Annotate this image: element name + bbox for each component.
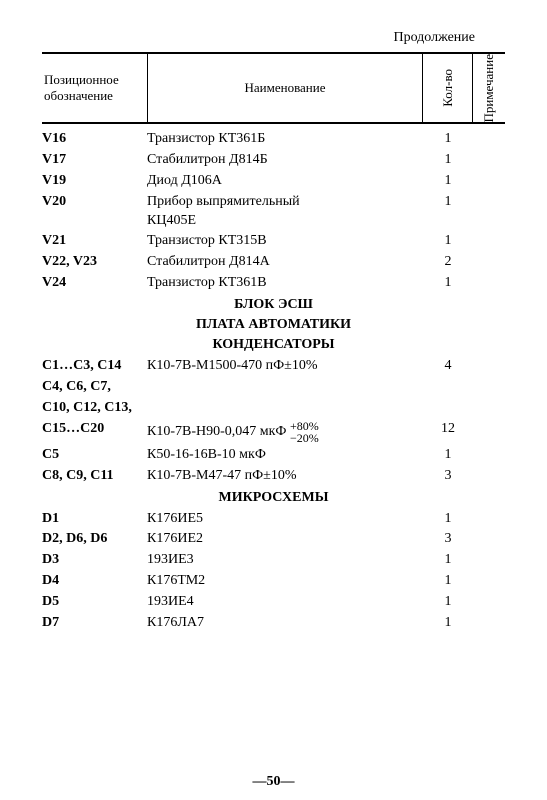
cell-position: V17 bbox=[42, 151, 147, 170]
cell-qty: 1 bbox=[423, 274, 473, 293]
cell-qty: 1 bbox=[423, 232, 473, 251]
cell-name: К176ТМ2 bbox=[147, 572, 423, 591]
table-row: D7К176ЛА71 bbox=[42, 614, 505, 633]
cell-position: С5 bbox=[42, 446, 147, 465]
cell-name: Стабилитрон Д814А bbox=[147, 253, 423, 272]
cell-qty: 1 bbox=[423, 593, 473, 612]
cell-position: С15…С20 bbox=[42, 420, 147, 439]
cell-qty: 2 bbox=[423, 253, 473, 272]
cell-qty: 1 bbox=[423, 193, 473, 212]
header-qty-text: Кол-во bbox=[440, 69, 456, 107]
cell-name: Диод Д106А bbox=[147, 172, 423, 191]
cell-position: D1 bbox=[42, 510, 147, 529]
table-row: С10, С12, С13, bbox=[42, 399, 505, 418]
cell-name: Прибор выпрямительный КЦ405Е bbox=[147, 193, 423, 231]
cell-position: D7 bbox=[42, 614, 147, 633]
table-row: С15…С20К10-7В-Н90-0,047 мкФ +80%−20%12 bbox=[42, 420, 505, 444]
tolerance-fraction: +80%−20% bbox=[290, 420, 319, 444]
table-body: V16Транзистор КТ361Б1V17Стабилитрон Д814… bbox=[42, 130, 505, 633]
table-row: V22, V23Стабилитрон Д814А2 bbox=[42, 253, 505, 272]
cell-qty: 1 bbox=[423, 572, 473, 591]
header-note-text: Примечание bbox=[481, 54, 497, 123]
cell-name: К10-7В-Н90-0,047 мкФ +80%−20% bbox=[147, 420, 423, 444]
table-row: С4, С6, С7, bbox=[42, 378, 505, 397]
cell-qty: 1 bbox=[423, 551, 473, 570]
cell-qty: 1 bbox=[423, 130, 473, 149]
table-row: С1…С3, С14К10-7В-М1500-470 пФ±10%4 bbox=[42, 357, 505, 376]
section-heading: МИКРОСХЕМЫ bbox=[42, 490, 505, 506]
section-heading: БЛОК ЭСШ bbox=[42, 297, 505, 313]
section-heading: КОНДЕНСАТОРЫ bbox=[42, 337, 505, 353]
header-position: Позиционное обозначение bbox=[42, 54, 147, 122]
table-row: V20Прибор выпрямительный КЦ405Е1 bbox=[42, 193, 505, 231]
cell-name: Транзистор КТ361Б bbox=[147, 130, 423, 149]
cell-name: К50-16-16В-10 мкФ bbox=[147, 446, 423, 465]
cell-position: V19 bbox=[42, 172, 147, 191]
cell-name: 193ИЕ4 bbox=[147, 593, 423, 612]
cell-position: V22, V23 bbox=[42, 253, 147, 272]
table-row: D4К176ТМ21 bbox=[42, 572, 505, 591]
header-qty: Кол-во bbox=[423, 54, 473, 122]
cell-position: С4, С6, С7, bbox=[42, 378, 147, 397]
cell-position: V24 bbox=[42, 274, 147, 293]
cell-qty: 4 bbox=[423, 357, 473, 376]
cell-name: К176ЛА7 bbox=[147, 614, 423, 633]
cell-position: С1…С3, С14 bbox=[42, 357, 147, 376]
cell-position: D3 bbox=[42, 551, 147, 570]
cell-position: V21 bbox=[42, 232, 147, 251]
table-row: D1К176ИЕ51 bbox=[42, 510, 505, 529]
cell-name: Транзистор КТ315В bbox=[147, 232, 423, 251]
cell-name: Стабилитрон Д814Б bbox=[147, 151, 423, 170]
cell-name: К176ИЕ5 bbox=[147, 510, 423, 529]
table-row: D3193ИЕ31 bbox=[42, 551, 505, 570]
cell-qty: 3 bbox=[423, 530, 473, 549]
table-header: Позиционное обозначение Наименование Кол… bbox=[42, 52, 505, 124]
cell-name: К176ИЕ2 bbox=[147, 530, 423, 549]
table-row: С5К50-16-16В-10 мкФ1 bbox=[42, 446, 505, 465]
cell-name: К10-7В-М1500-470 пФ±10% bbox=[147, 357, 423, 376]
cell-name: Транзистор КТ361В bbox=[147, 274, 423, 293]
cell-position: С8, С9, С11 bbox=[42, 467, 147, 486]
cell-qty: 1 bbox=[423, 614, 473, 633]
table-row: V16Транзистор КТ361Б1 bbox=[42, 130, 505, 149]
cell-name: К10-7В-М47-47 пФ±10% bbox=[147, 467, 423, 486]
table-row: V17Стабилитрон Д814Б1 bbox=[42, 151, 505, 170]
page: Продолжение Позиционное обозначение Наим… bbox=[0, 0, 547, 800]
table-row: D2, D6, D6К176ИЕ23 bbox=[42, 530, 505, 549]
cell-name: 193ИЕ3 bbox=[147, 551, 423, 570]
cell-position: D4 bbox=[42, 572, 147, 591]
cell-position: V20 bbox=[42, 193, 147, 212]
section-heading: ПЛАТА АВТОМАТИКИ bbox=[42, 317, 505, 333]
cell-qty: 1 bbox=[423, 446, 473, 465]
cell-position: D2, D6, D6 bbox=[42, 530, 147, 549]
table-row: D5193ИЕ41 bbox=[42, 593, 505, 612]
cell-qty: 12 bbox=[423, 420, 473, 439]
table-row: С8, С9, С11К10-7В-М47-47 пФ±10%3 bbox=[42, 467, 505, 486]
table-row: V19Диод Д106А1 bbox=[42, 172, 505, 191]
cell-position: С10, С12, С13, bbox=[42, 399, 147, 418]
cell-qty: 1 bbox=[423, 151, 473, 170]
table-row: V24Транзистор КТ361В1 bbox=[42, 274, 505, 293]
table-row: V21Транзистор КТ315В1 bbox=[42, 232, 505, 251]
cell-qty: 1 bbox=[423, 172, 473, 191]
header-name: Наименование bbox=[147, 54, 423, 122]
header-note: Примечание bbox=[473, 54, 505, 122]
cell-qty: 3 bbox=[423, 467, 473, 486]
page-number: —50— bbox=[0, 774, 547, 790]
cell-position: V16 bbox=[42, 130, 147, 149]
cell-qty: 1 bbox=[423, 510, 473, 529]
cell-position: D5 bbox=[42, 593, 147, 612]
continuation-label: Продолжение bbox=[42, 30, 475, 46]
